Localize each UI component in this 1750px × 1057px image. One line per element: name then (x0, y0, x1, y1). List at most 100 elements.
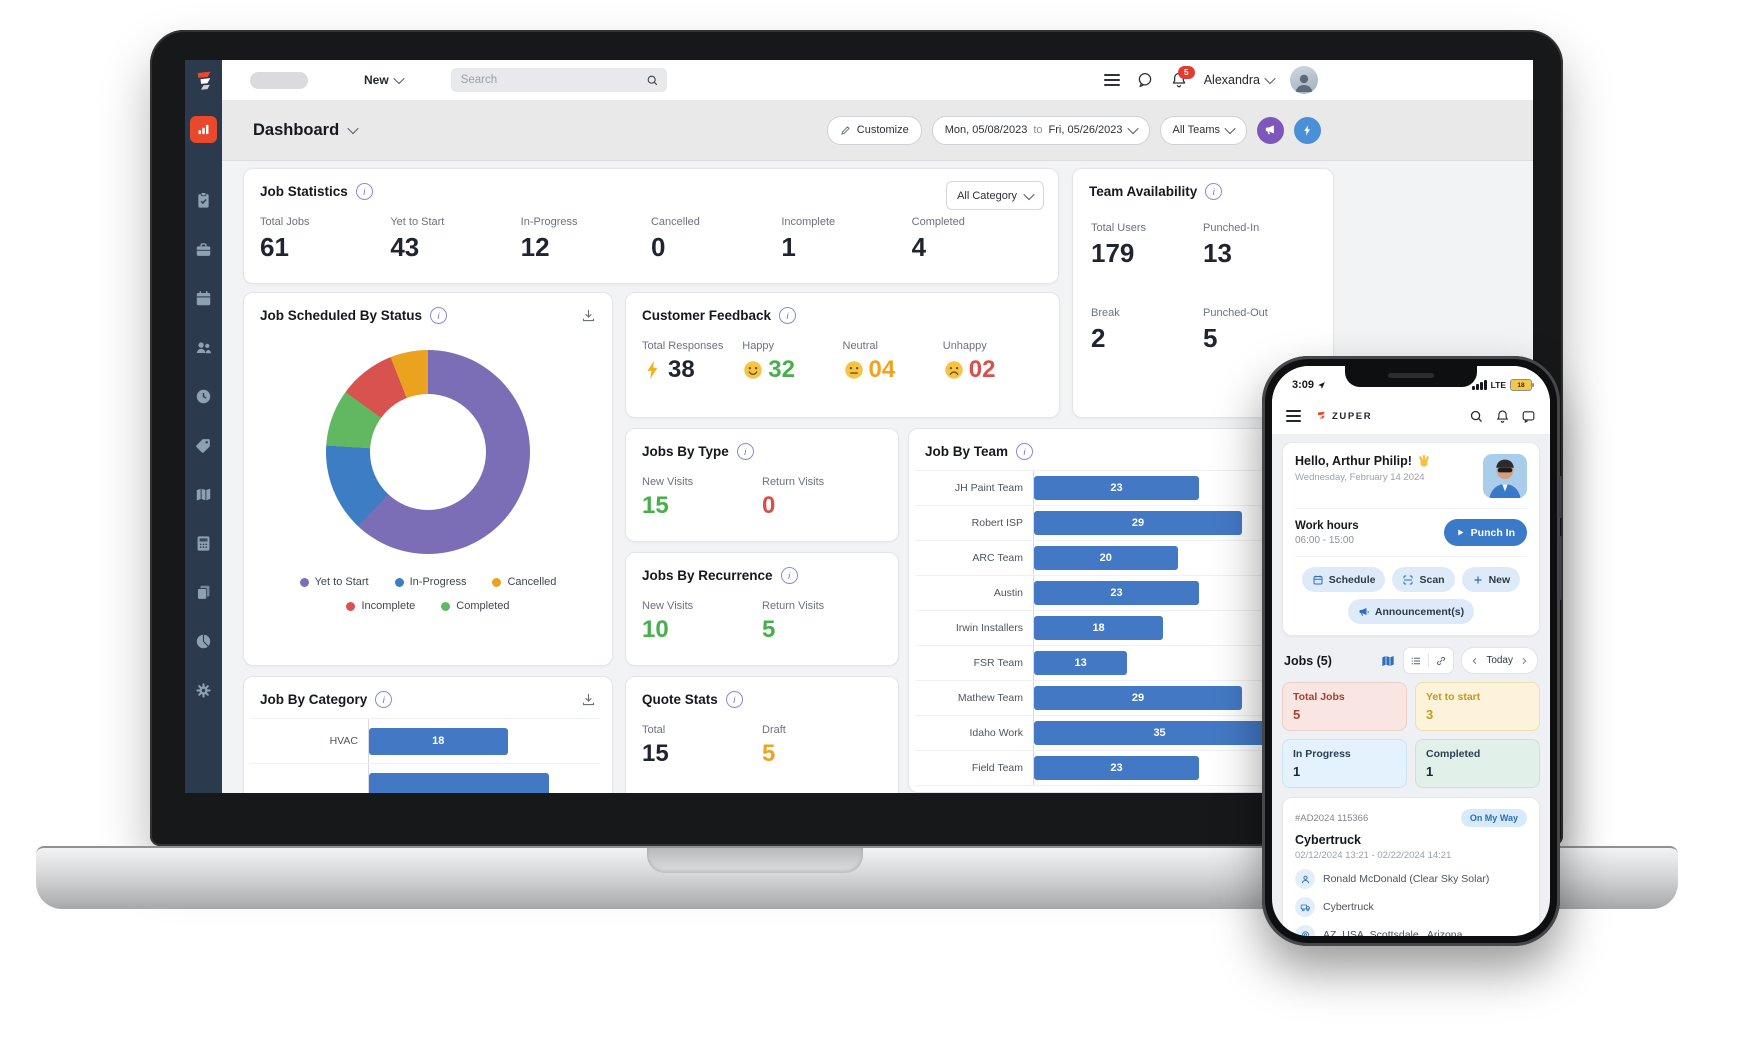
stat-value: 04 (843, 356, 943, 384)
chevron-right-icon[interactable] (1520, 657, 1528, 665)
calendar-icon[interactable] (194, 289, 213, 308)
legend-in-progress[interactable]: In-Progress (394, 576, 466, 588)
avatar[interactable] (1290, 66, 1318, 94)
link-view-icon[interactable] (1435, 655, 1447, 667)
megaphone-icon (1358, 606, 1370, 618)
user-menu[interactable]: Alexandra (1204, 72, 1276, 87)
legend-yet-to-start[interactable]: Yet to Start (299, 576, 369, 588)
notification-badge: 5 (1177, 66, 1195, 79)
chevron-left-icon[interactable] (1471, 657, 1479, 665)
punch-in-button[interactable]: Punch In (1443, 519, 1527, 546)
stat-label: Total (642, 724, 666, 736)
info-icon[interactable] (355, 183, 373, 200)
info-icon[interactable] (1016, 443, 1034, 460)
action-scan[interactable]: Scan (1392, 567, 1455, 592)
new-button[interactable]: New (364, 72, 405, 87)
category-filter[interactable]: All Category (946, 181, 1044, 210)
bar-row-austin: Austin 23 (915, 576, 1321, 611)
bar-label: Irwin Installers (955, 622, 1023, 634)
card-title: Job By Team (925, 444, 1009, 459)
page-title[interactable]: Dashboard (253, 121, 359, 140)
info-icon[interactable] (1205, 183, 1223, 200)
stat-label: Incomplete (781, 216, 836, 228)
info-icon[interactable] (736, 443, 754, 460)
teams-filter[interactable]: All Teams (1159, 115, 1247, 145)
phone-time: 3:09 (1292, 379, 1315, 391)
legend-completed[interactable]: Completed (441, 600, 510, 612)
list-view-icon[interactable] (1410, 655, 1422, 667)
work-hours-label: Work hours (1295, 519, 1359, 532)
pie-icon[interactable] (194, 632, 213, 651)
job-stat-yet-to-start[interactable]: Yet to start 3 (1415, 682, 1540, 731)
info-icon[interactable] (725, 691, 743, 708)
zuper-logo-text: ZUPER (1332, 410, 1373, 422)
job-detail-pin: AZ, USA, Scottsdale , Arizona (1295, 925, 1527, 936)
briefcase-icon[interactable] (194, 240, 213, 259)
sidebar (185, 60, 222, 793)
info-icon[interactable] (430, 307, 448, 324)
menu-icon[interactable] (1103, 71, 1120, 89)
stat-value: 61 (260, 232, 289, 262)
network-label: LTE (1490, 380, 1506, 390)
bar: 29 (1034, 686, 1243, 710)
zuper-logo: ZUPER (1315, 410, 1372, 423)
bar-label: HVAC (329, 735, 358, 747)
action-new[interactable]: New (1461, 567, 1521, 592)
chevron-down-icon (347, 122, 359, 135)
map-icon[interactable] (194, 485, 213, 504)
calculator-icon[interactable] (194, 534, 213, 553)
bar: 35 (1034, 721, 1286, 745)
legend-cancelled[interactable]: Cancelled (492, 576, 556, 588)
job-card[interactable]: #AD2024 115366 On My Way Cybertruck 02/1… (1282, 797, 1540, 936)
stat-unhappy: Unhappy 02 (943, 340, 1043, 384)
map-view-icon[interactable] (1380, 653, 1396, 669)
chat-icon[interactable] (1521, 409, 1536, 424)
stat-happy: Happy 32 (742, 340, 842, 384)
stat-cancelled: Cancelled 0 (651, 216, 781, 263)
action-schedule[interactable]: Schedule (1301, 567, 1386, 592)
date-range-picker[interactable]: Mon, 05/08/2023 to Fri, 05/26/2023 (931, 115, 1150, 145)
job-stat-in-progress[interactable]: In Progress 1 (1282, 739, 1407, 788)
info-icon[interactable] (780, 567, 798, 584)
menu-icon[interactable] (1286, 408, 1301, 424)
job-stat-completed[interactable]: Completed 1 (1415, 739, 1540, 788)
download-icon[interactable] (581, 692, 596, 707)
tasks-icon[interactable] (194, 191, 213, 210)
view-toggle[interactable] (1403, 647, 1455, 674)
action-announcement-s[interactable]: Announcement(s) (1347, 599, 1475, 624)
zuper-logo-icon[interactable] (191, 68, 217, 94)
neutral-face-icon (843, 359, 865, 381)
bar-row-arc-team: ARC Team 20 (915, 541, 1321, 576)
clock-icon[interactable] (194, 387, 213, 406)
quick-actions-button[interactable] (1294, 116, 1321, 144)
chat-icon[interactable] (1136, 71, 1154, 89)
chevron-down-icon (1126, 122, 1139, 135)
download-icon[interactable] (581, 308, 596, 323)
gear-icon[interactable] (194, 681, 213, 700)
search-icon[interactable] (646, 74, 659, 87)
bell-icon[interactable] (1495, 409, 1510, 424)
bell-icon[interactable]: 5 (1170, 66, 1195, 89)
sidebar-item-dashboard[interactable] (190, 116, 217, 143)
job-stat-total-jobs[interactable]: Total Jobs 5 (1282, 682, 1407, 731)
search-input[interactable] (458, 73, 646, 87)
customize-button[interactable]: Customize (826, 115, 922, 145)
date-end: Fri, 05/26/2023 (1048, 124, 1123, 136)
stat-completed: Completed 4 (912, 216, 1042, 263)
tag-icon[interactable] (194, 436, 213, 455)
info-icon[interactable] (779, 307, 797, 324)
copy-icon[interactable] (194, 583, 213, 602)
announcements-button[interactable] (1257, 116, 1284, 144)
page-header: Dashboard Customize Mon, 05/08/2023 to F… (222, 100, 1533, 161)
wave-hand-icon (1419, 454, 1429, 467)
search-icon[interactable] (1469, 409, 1484, 424)
jobs-by-recurrence-card: Jobs By Recurrence New Visits 10 Return Vi… (625, 552, 899, 666)
info-icon[interactable] (375, 691, 393, 708)
today-nav[interactable]: Today (1461, 647, 1538, 674)
users-icon[interactable] (194, 338, 213, 357)
stat-label: Punched-Out (1203, 307, 1268, 319)
avatar[interactable] (1483, 454, 1527, 498)
card-title: Jobs By Type (642, 444, 729, 459)
search-box[interactable] (450, 68, 667, 92)
legend-incomplete[interactable]: Incomplete (346, 600, 415, 612)
